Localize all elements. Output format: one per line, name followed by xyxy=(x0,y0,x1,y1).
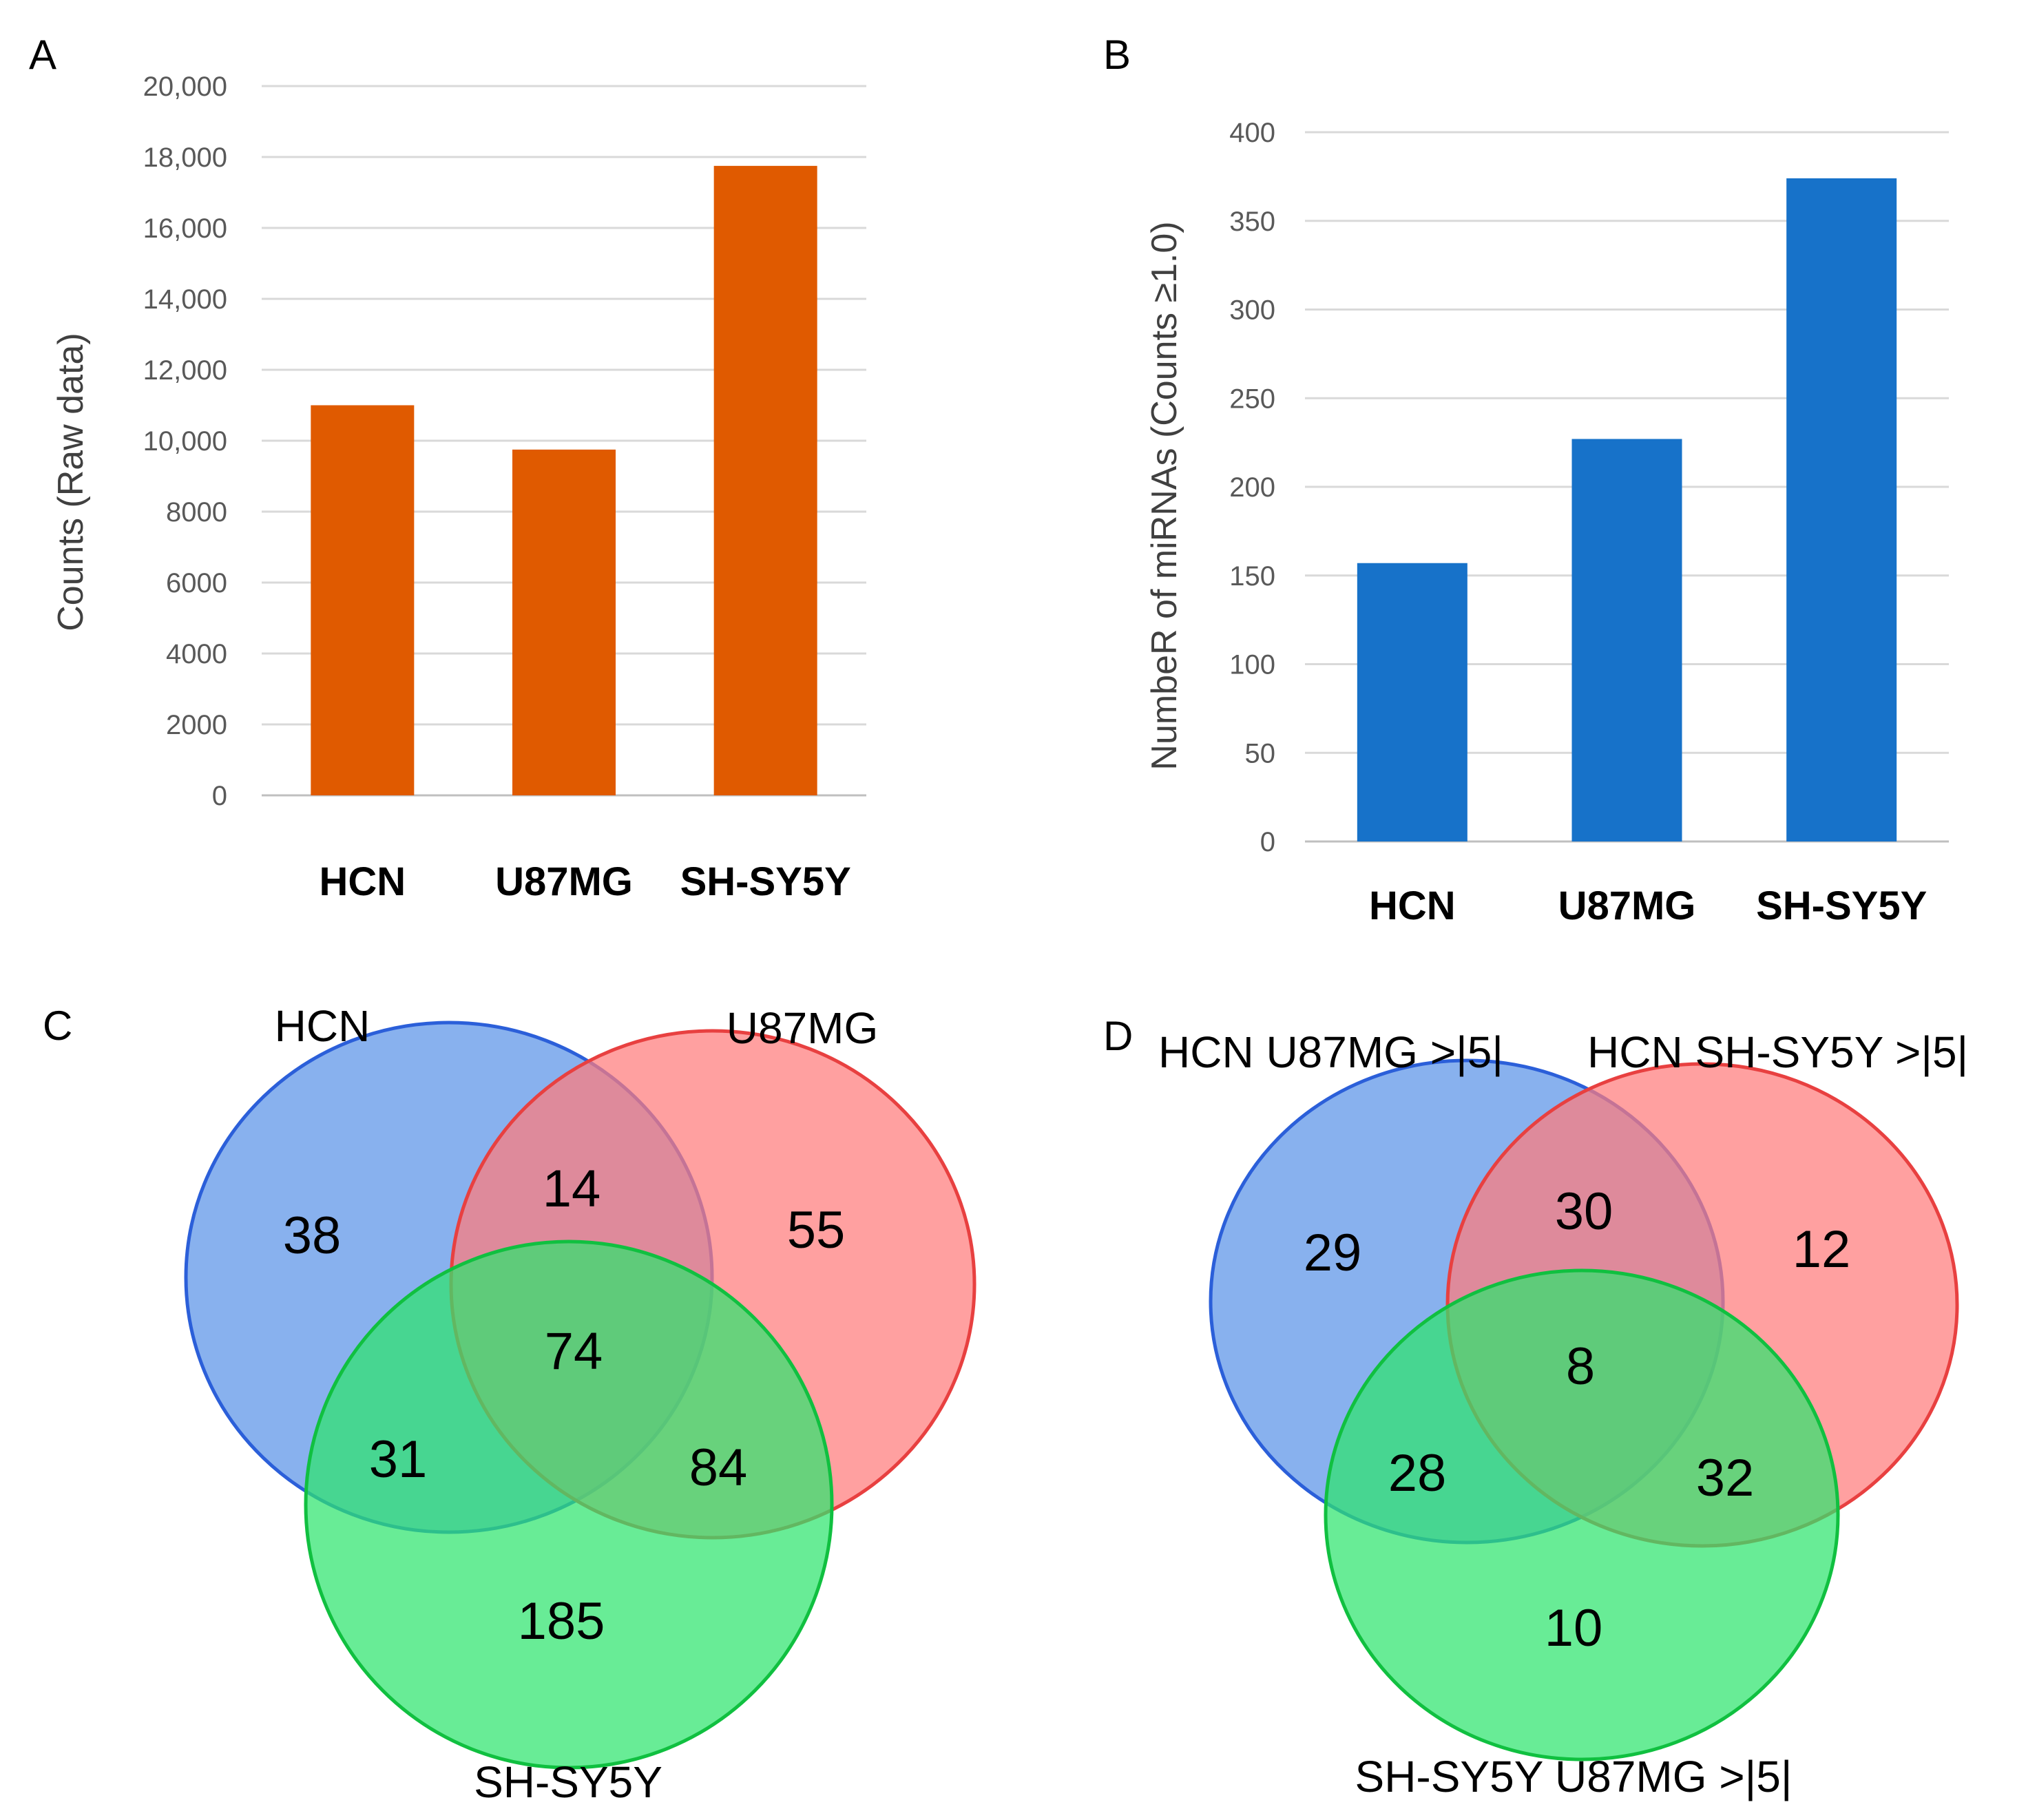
chart-b-ytick-0: 0 xyxy=(1260,827,1275,857)
chart-b-mirna-number: 0 50 100 150 200 250 300 350 400 HCN U87MG SH-SY5Y… xyxy=(1145,118,1949,928)
chart-a-ytick-9: 18,000 xyxy=(143,143,227,173)
chart-a-x-ticks: HCN U87MG SH-SY5Y xyxy=(319,859,850,904)
chart-a-bars xyxy=(311,165,817,795)
venn-c-region-all: 74 xyxy=(545,1322,603,1381)
chart-b-ytick-7: 350 xyxy=(1229,207,1275,237)
chart-b-ylabel: NumbeR of miRNAs (Counts ≥1.0) xyxy=(1145,221,1184,770)
panel-label-c: C xyxy=(43,1003,72,1049)
venn-d-label-set3: SH-SY5Y U87MG >|5| xyxy=(1355,1752,1793,1801)
chart-b-ytick-6: 300 xyxy=(1229,295,1275,326)
venn-c-region-u87mg-shsy5y: 84 xyxy=(689,1439,748,1497)
chart-b-ytick-5: 250 xyxy=(1229,384,1275,414)
venn-d-region-2-3: 32 xyxy=(1696,1449,1755,1507)
chart-a-ytick-2: 4000 xyxy=(166,639,227,669)
chart-a-bar-sh-sy5y xyxy=(713,165,817,795)
venn-d-region-only-1: 29 xyxy=(1304,1224,1362,1282)
venn-c-region-only-shsy5y: 185 xyxy=(518,1592,605,1651)
chart-b-bar-hcn xyxy=(1357,563,1467,841)
venn-c-region-only-u87mg: 55 xyxy=(787,1201,846,1259)
chart-a-ytick-1: 2000 xyxy=(166,710,227,740)
panel-label-d: D xyxy=(1103,1013,1133,1059)
chart-a-ytick-8: 16,000 xyxy=(143,213,227,244)
venn-c-region-hcn-shsy5y: 31 xyxy=(369,1430,428,1489)
chart-b-ytick-1: 50 xyxy=(1245,738,1276,768)
venn-d-region-1-3: 28 xyxy=(1388,1444,1447,1503)
chart-a-ytick-3: 6000 xyxy=(166,568,227,598)
chart-a-y-ticks: 0 2000 4000 6000 8000 10,000 12,000 14,000 16,00… xyxy=(143,72,227,811)
venn-d-label-set2: HCN SH-SY5Y >|5| xyxy=(1587,1027,1968,1077)
chart-b-xtick-2: SH-SY5Y xyxy=(1756,883,1927,928)
venn-c-region-hcn-u87mg: 14 xyxy=(543,1160,601,1218)
chart-b-ytick-4: 200 xyxy=(1229,472,1275,503)
venn-d-region-only-2: 12 xyxy=(1793,1220,1851,1279)
chart-b-x-ticks: HCN U87MG SH-SY5Y xyxy=(1369,883,1927,928)
chart-b-xtick-0: HCN xyxy=(1369,883,1456,928)
venn-c-label-set1: HCN xyxy=(275,1001,370,1051)
chart-a-ytick-10: 20,000 xyxy=(143,72,227,102)
chart-a-counts-raw: 0 2000 4000 6000 8000 10,000 12,000 14,000 16,00… xyxy=(51,72,866,904)
venn-d-set3-shsy5y-u87mg xyxy=(1324,1268,1840,1761)
chart-a-bar-u87mg xyxy=(512,449,616,795)
chart-b-bar-u87mg xyxy=(1571,439,1682,841)
venn-c-label-set2: U87MG xyxy=(727,1003,879,1053)
chart-a-xtick-2: SH-SY5Y xyxy=(680,859,851,904)
venn-d-region-1-2: 30 xyxy=(1555,1182,1613,1241)
venn-d-label-set1: HCN U87MG >|5| xyxy=(1158,1027,1503,1077)
chart-b-bars xyxy=(1357,178,1897,841)
venn-c-set3-shsy5y xyxy=(304,1240,834,1770)
venn-d-region-all: 8 xyxy=(1566,1337,1595,1396)
panel-label-b: B xyxy=(1103,32,1131,78)
chart-a-bar-hcn xyxy=(311,405,415,795)
chart-a-ytick-5: 10,000 xyxy=(143,426,227,457)
chart-a-ytick-4: 8000 xyxy=(166,497,227,527)
panel-label-a: A xyxy=(29,32,56,78)
chart-b-y-ticks: 0 50 100 150 200 250 300 350 400 xyxy=(1229,118,1275,857)
chart-a-ytick-0: 0 xyxy=(212,781,227,811)
chart-b-ytick-8: 400 xyxy=(1229,118,1275,148)
chart-b-ytick-2: 100 xyxy=(1229,650,1275,680)
venn-c-label-set3: SH-SY5Y xyxy=(474,1757,662,1807)
chart-b-ytick-3: 150 xyxy=(1229,561,1275,592)
chart-a-xtick-0: HCN xyxy=(319,859,406,904)
chart-a-ylabel: Counts (Raw data) xyxy=(51,333,91,631)
chart-b-xtick-1: U87MG xyxy=(1558,883,1696,928)
venn-d: HCN U87MG >|5| HCN SH-SY5Y >|5| SH-SY5Y … xyxy=(1158,1027,1968,1801)
chart-a-xtick-1: U87MG xyxy=(495,859,633,904)
chart-a-ytick-6: 12,000 xyxy=(143,355,227,386)
venn-c: HCN U87MG SH-SY5Y 38 55 185 14 31 84 74 xyxy=(184,1001,976,1807)
venn-d-region-only-3: 10 xyxy=(1545,1599,1603,1657)
chart-b-bar-sh-sy5y xyxy=(1786,178,1897,841)
chart-a-ytick-7: 14,000 xyxy=(143,284,227,315)
venn-c-region-only-hcn: 38 xyxy=(283,1206,342,1265)
